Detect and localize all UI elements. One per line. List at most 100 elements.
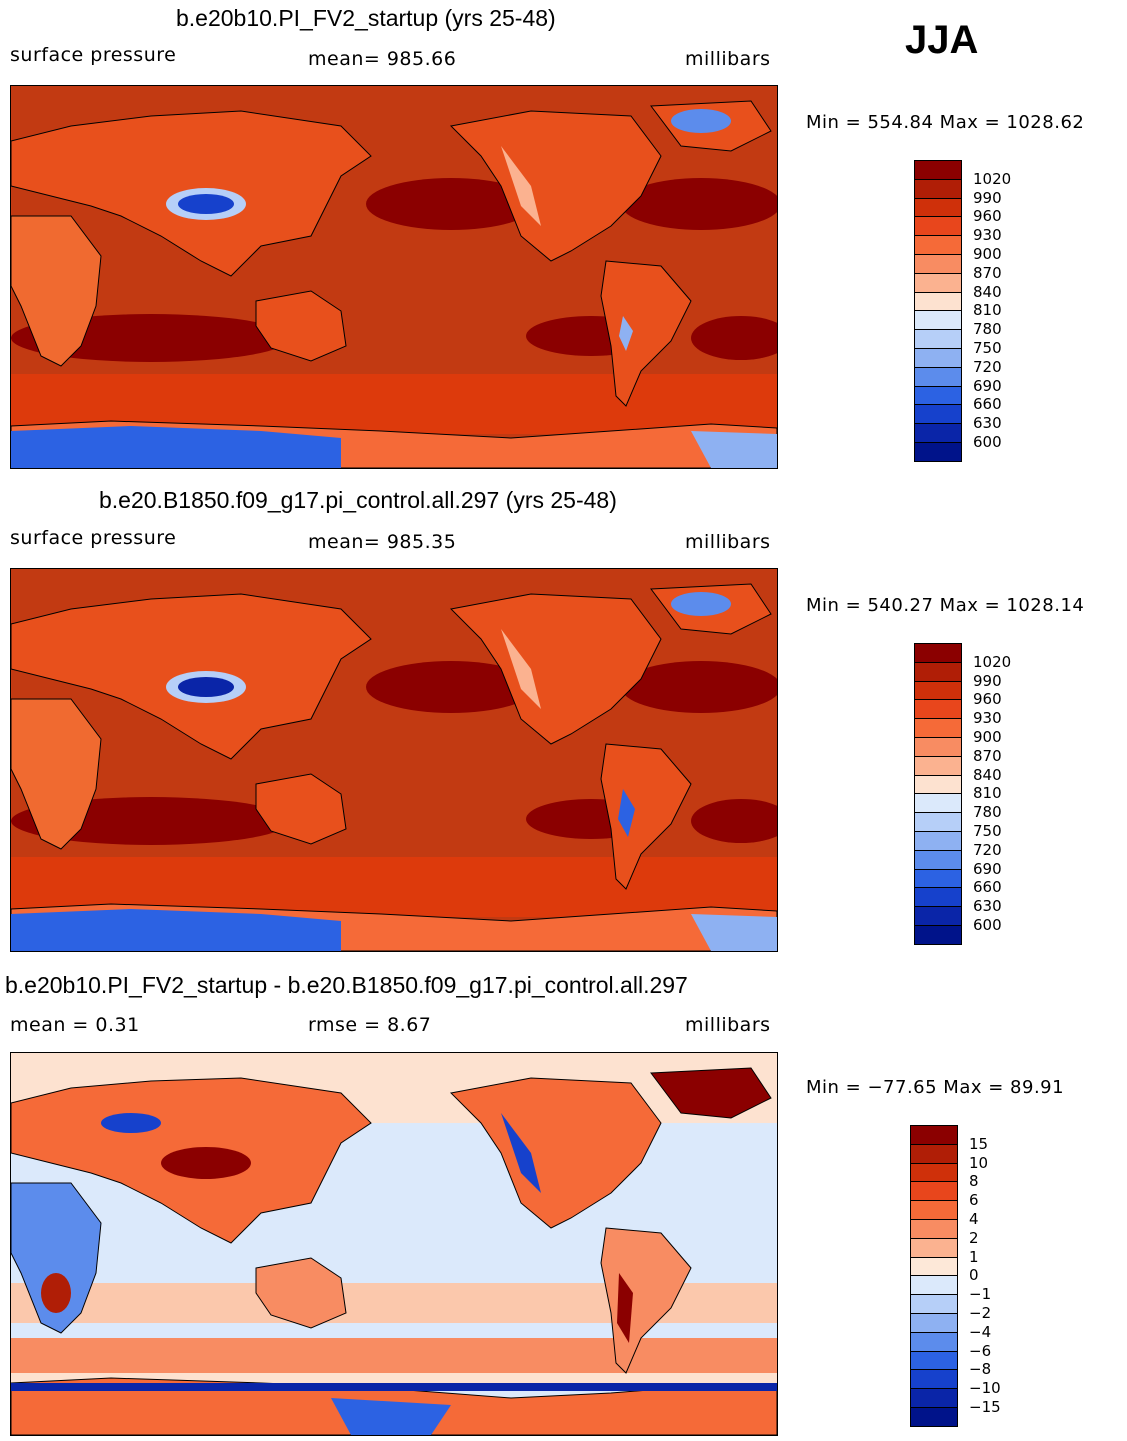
colorbar-swatch — [914, 404, 962, 424]
panel1-map-svg — [11, 86, 777, 468]
colorbar-label: 780 — [973, 803, 1002, 822]
colorbar-swatch — [910, 1200, 958, 1219]
rockies — [501, 146, 541, 226]
andes-diff — [617, 1273, 633, 1343]
colorbar-label: −10 — [969, 1379, 1001, 1398]
panel2-mean-label: mean= 985.35 — [308, 531, 457, 553]
colorbar-label: 720 — [973, 840, 1002, 859]
colorbar-swatch — [914, 868, 962, 888]
colorbar-label: 4 — [969, 1210, 979, 1228]
colorbar-swatch — [910, 1256, 958, 1276]
east-antarctica-ice — [11, 909, 341, 951]
australia — [255, 290, 347, 362]
colorbar-swatch — [914, 348, 962, 367]
colorbar-swatch — [910, 1369, 958, 1389]
colorbar-label: 15 — [969, 1134, 989, 1153]
colorbar-label: 840 — [973, 765, 1002, 784]
panel1-map — [10, 85, 778, 469]
colorbar-label: −6 — [969, 1341, 992, 1360]
north-atlantic-high — [621, 661, 777, 713]
colorbar-swatch — [914, 718, 962, 737]
colorbar-label: −2 — [969, 1304, 992, 1322]
south-america — [600, 1227, 692, 1374]
north-america — [449, 593, 662, 745]
colorbar-swatch — [910, 1125, 958, 1144]
panel2-left-label: surface pressure — [10, 527, 177, 549]
greenland — [650, 1067, 772, 1119]
south-atlantic-high — [691, 799, 777, 843]
south-america — [600, 260, 692, 407]
colorbar-swatch — [910, 1237, 958, 1257]
tibet-inner — [178, 677, 234, 697]
colorbar-label: 600 — [973, 916, 1002, 934]
colorbar-swatch — [910, 1275, 958, 1295]
southern-ocean-band — [11, 1338, 777, 1373]
north-america — [449, 1077, 662, 1229]
panel1-units-label: millibars — [685, 48, 771, 70]
australia — [255, 773, 347, 845]
south-africa-diff — [41, 1273, 71, 1313]
colorbar-label: 1 — [969, 1247, 979, 1266]
panel2-units-label: millibars — [685, 531, 771, 553]
colorbar-swatch — [914, 906, 962, 925]
colorbar-swatch — [914, 849, 962, 869]
colorbar-swatch — [914, 385, 962, 405]
panel3-title: b.e20b10.PI_FV2_startup - b.e20.B1850.f0… — [5, 972, 688, 998]
colorbar-label: 1020 — [973, 169, 1012, 188]
north-pacific-high — [366, 661, 536, 713]
colorbar-swatch — [914, 887, 962, 907]
south-america — [600, 743, 692, 890]
colorbar-swatch — [910, 1219, 958, 1238]
panel2-map — [10, 568, 778, 952]
south-atlantic-high — [691, 316, 777, 360]
tibet-diff — [161, 1147, 251, 1179]
colorbar-label: 0 — [969, 1266, 979, 1285]
colorbar-label: 930 — [973, 709, 1002, 728]
panel1-minmax: Min = 554.84 Max = 1028.62 — [806, 112, 1085, 133]
colorbar-swatch — [910, 1388, 958, 1407]
colorbar-label: 660 — [973, 878, 1002, 897]
colorbar-label: −15 — [969, 1398, 1001, 1416]
panel2-map-svg — [11, 569, 777, 951]
panel1-title: b.e20b10.PI_FV2_startup (yrs 25-48) — [176, 5, 556, 31]
colorbar-label: 690 — [973, 376, 1002, 395]
colorbar-swatch — [914, 160, 962, 179]
colorbar-label: 870 — [973, 746, 1002, 765]
colorbar-swatch — [914, 291, 962, 311]
colorbar-label: 1020 — [973, 652, 1012, 671]
colorbar-label: 960 — [973, 690, 1002, 709]
colorbar-swatch — [914, 329, 962, 348]
panel3-map-svg — [11, 1053, 777, 1435]
north-america — [449, 110, 662, 262]
colorbar-swatch — [910, 1181, 958, 1201]
andes — [618, 789, 635, 837]
colorbar-label: 630 — [973, 414, 1002, 433]
rockies — [501, 629, 541, 709]
colorbar-swatch — [910, 1407, 958, 1427]
north-pacific-high — [366, 178, 536, 230]
colorbar-swatch — [914, 442, 962, 462]
central-asia-diff — [101, 1113, 161, 1133]
colorbar-label: 690 — [973, 859, 1002, 878]
west-antarctica-ice — [691, 431, 777, 468]
colorbar-swatch — [914, 680, 962, 700]
africa — [11, 1182, 102, 1334]
colorbar-swatch — [910, 1350, 958, 1370]
australia — [255, 1257, 347, 1329]
colorbar-swatch — [914, 197, 962, 217]
east-antarctica-ice — [11, 426, 341, 468]
colorbar-label: 990 — [973, 671, 1002, 690]
colorbar-swatch — [914, 793, 962, 813]
colorbar-label: 6 — [969, 1191, 979, 1210]
colorbar-swatch — [910, 1162, 958, 1182]
colorbar-label: 900 — [973, 728, 1002, 746]
antarctic-coast-diff — [11, 1383, 777, 1391]
colorbar-label: 810 — [973, 301, 1002, 320]
season-label: JJA — [905, 18, 979, 62]
colorbar-swatch — [910, 1143, 958, 1163]
colorbar-swatch — [914, 254, 962, 273]
colorbar-swatch — [914, 812, 962, 831]
colorbar-swatch — [914, 755, 962, 775]
panel3-rmse-label: rmse = 8.67 — [308, 1014, 432, 1036]
